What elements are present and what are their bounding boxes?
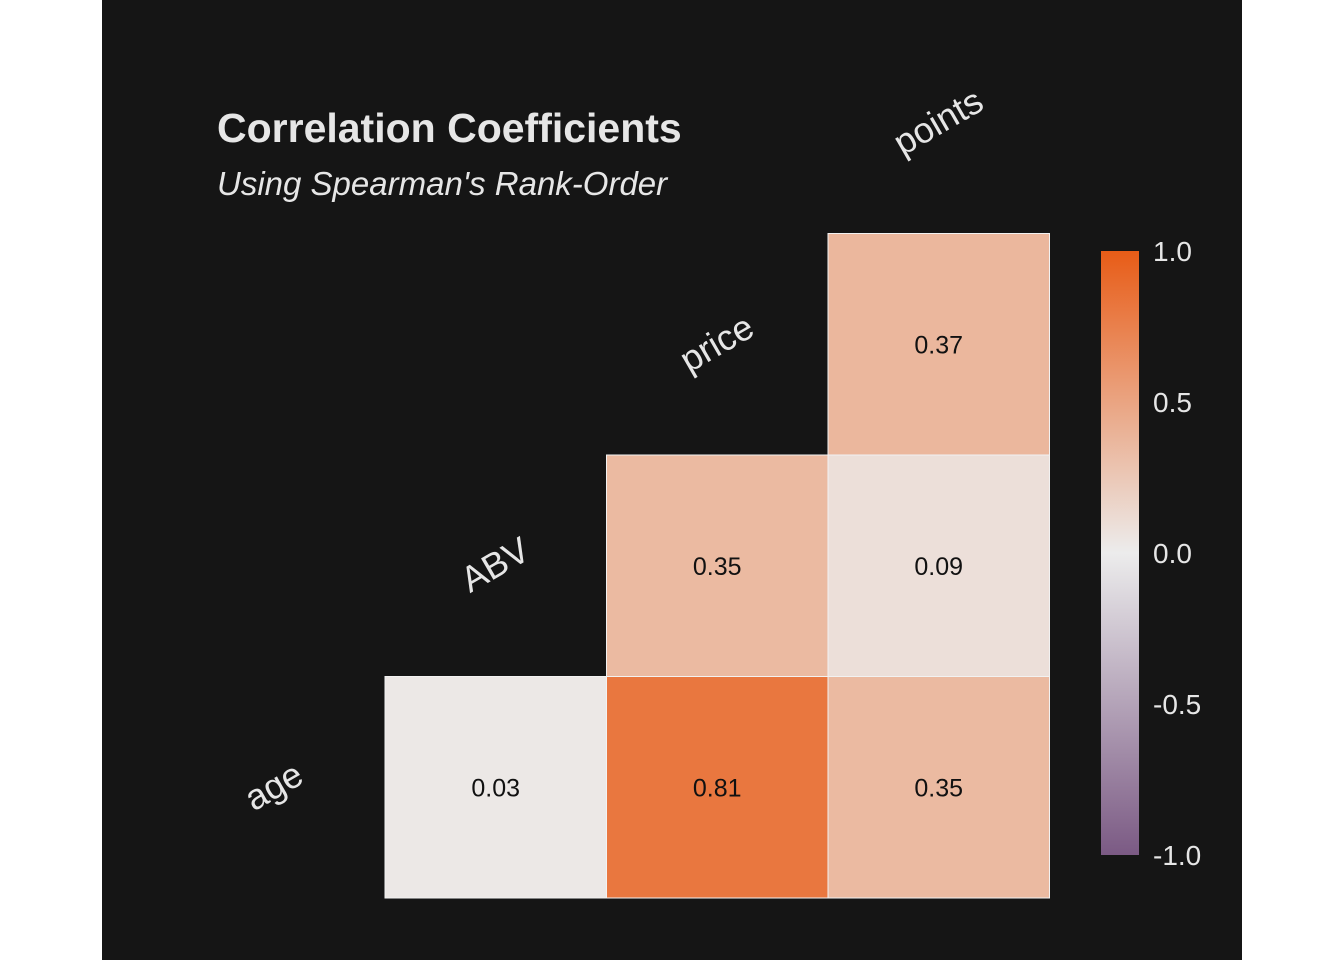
cell-value-label: 0.81 xyxy=(693,774,742,802)
heatmap-cell-price-points xyxy=(827,233,1050,456)
cell-value-label: 0.37 xyxy=(914,331,963,359)
color-scale-tick-label: -0.5 xyxy=(1153,689,1201,720)
color-scale-tick-label: 0.5 xyxy=(1153,387,1192,418)
chart-subtitle: Using Spearman's Rank-Order xyxy=(217,165,669,202)
color-scale-bar xyxy=(1101,251,1139,855)
heatmap-cell-abv-price xyxy=(606,454,829,677)
cell-value-label: 0.35 xyxy=(693,553,742,581)
color-scale-ticks: 1.0 0.5 0.0 -0.5 -1.0 xyxy=(1153,236,1201,871)
color-scale-tick-label: -1.0 xyxy=(1153,840,1201,871)
heatmap-cell-age-abv xyxy=(384,676,607,899)
heatmap-cell-age-points xyxy=(827,676,1050,899)
color-scale-tick-label: 0.0 xyxy=(1153,538,1192,569)
heatmap-cell-abv-points xyxy=(827,454,1050,677)
cell-value-label: 0.03 xyxy=(471,774,520,802)
cell-value-label: 0.35 xyxy=(914,774,963,802)
color-scale-tick-label: 1.0 xyxy=(1153,236,1192,267)
cell-value-label: 0.09 xyxy=(914,553,963,581)
heatmap-cells: 0.03 0.81 0.35 0.35 0.09 0.37 xyxy=(384,233,1050,899)
chart-title: Correlation Coefficients xyxy=(217,105,682,151)
